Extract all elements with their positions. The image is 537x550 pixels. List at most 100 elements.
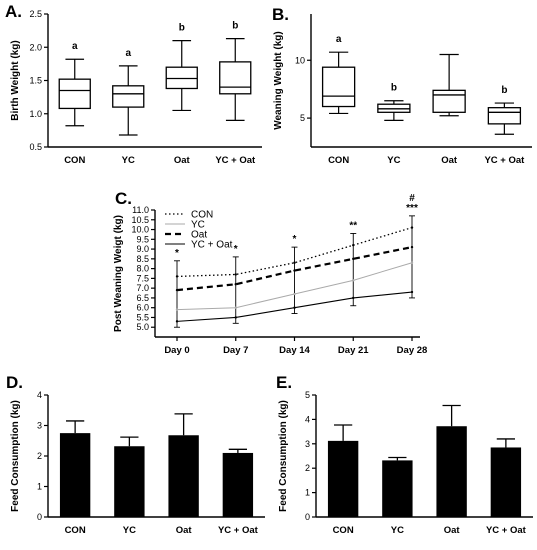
y-tick-label: 1.5 [29, 76, 42, 86]
significance-letter: b [391, 83, 397, 94]
significance-letter: a [125, 48, 131, 59]
y-axis-title: Weaning Weight (kg) [273, 31, 284, 130]
x-tick-label: CON [65, 525, 86, 536]
bar-yc [114, 446, 145, 517]
box-yc-oat [219, 61, 252, 95]
x-tick-label: Oat [174, 155, 191, 166]
box-con [321, 66, 356, 108]
legend-label: CON [191, 210, 213, 221]
data-point [410, 226, 414, 229]
legend-label: YC + Oat [191, 240, 233, 251]
x-tick-label: YC + Oat [484, 155, 525, 166]
birth-weight-chart: 0.5 1.0 1.5 2.0 2.5 Birth Weight (kg) CON a YC a O… [10, 9, 262, 166]
y-tick-label: 5 [300, 113, 305, 123]
data-point [410, 261, 414, 264]
box-yc [112, 85, 145, 108]
y-tick-label: 0.5 [29, 142, 42, 152]
legend-label: YC [191, 220, 205, 231]
x-tick-label: YC + Oat [218, 525, 259, 536]
significance-letter: b [179, 23, 185, 34]
y-tick-label: 7.5 [136, 273, 149, 283]
legend-label: Oat [191, 230, 207, 241]
x-tick-label: CON [328, 155, 349, 166]
x-tick-label: CON [64, 155, 85, 166]
y-tick-label: 11.0 [132, 205, 149, 215]
y-axis-title: Birth Weight (kg) [10, 40, 21, 120]
x-tick-label: YC [391, 525, 404, 536]
y-tick-label: 6.0 [136, 303, 149, 313]
significance-letter: b [501, 85, 507, 96]
y-tick-label: 0 [37, 512, 42, 522]
y-tick-label: 10 [295, 55, 305, 65]
x-tick-label: CON [333, 525, 354, 536]
data-point [234, 306, 237, 309]
data-point [293, 292, 296, 296]
x-tick-label: Oat [441, 155, 458, 166]
y-tick-label: 7.0 [136, 283, 149, 293]
significance-marker: * [293, 234, 297, 245]
significance-letter: b [232, 21, 238, 32]
box-con [58, 78, 91, 110]
data-point [293, 306, 296, 309]
y-tick-label: 1 [37, 482, 42, 492]
x-tick-label: Day 7 [223, 345, 248, 356]
y-tick-label: 9.0 [136, 244, 149, 254]
series-line-con [176, 226, 413, 278]
x-tick-label: YC + Oat [486, 525, 527, 536]
panel-letter-e: E. [276, 373, 292, 392]
x-tick-label: YC [123, 525, 136, 536]
y-tick-label: 4 [37, 390, 42, 400]
box-oat [165, 66, 198, 90]
data-point [175, 275, 179, 278]
data-point [175, 288, 179, 292]
y-tick-label: 10.0 [131, 225, 149, 235]
panel-letter-a: A. [5, 2, 22, 21]
y-axis-title: Feed Consumption (kg) [10, 400, 21, 512]
data-point [175, 308, 179, 311]
data-point [234, 283, 237, 286]
significance-letter: a [336, 34, 342, 45]
x-tick-label: Day 14 [279, 345, 310, 356]
x-tick-label: Oat [444, 525, 461, 536]
y-tick-label: 3 [37, 421, 42, 431]
y-tick-label: 5 [305, 390, 310, 400]
box-yc-oat [487, 107, 522, 125]
post-weaning-weight-chart: 5.05.56.06.57.07.58.08.59.09.510.010.511… [113, 193, 427, 356]
y-axis-title: Post Weaning Weigt (kg) [113, 215, 124, 332]
bar-oat [168, 435, 199, 517]
x-tick-label: Day 28 [397, 345, 428, 356]
x-tick-label: Day 21 [338, 345, 369, 356]
bar-con [59, 433, 91, 517]
significance-marker: # [409, 193, 415, 204]
bar-yc-oat [490, 447, 522, 517]
data-point [175, 320, 179, 323]
data-point [410, 290, 414, 294]
bar-yc-oat [222, 452, 254, 517]
y-tick-label: 8.0 [136, 264, 149, 274]
y-tick-label: 4 [305, 414, 310, 424]
data-point [410, 245, 414, 249]
y-tick-label: 0 [305, 512, 310, 522]
significance-marker: * [234, 244, 238, 255]
feed-consumption-chart-e: 0 1 2 3 4 5 Feed Consumption (kg) CON YC Oat YC + … [278, 390, 533, 536]
data-point [293, 269, 296, 272]
x-tick-label: YC + Oat [215, 155, 256, 166]
y-tick-label: 5.5 [136, 312, 149, 322]
x-tick-label: Oat [176, 525, 193, 536]
bar-oat [436, 426, 467, 517]
panel-letter-b: B. [272, 5, 289, 24]
y-tick-label: 2.0 [29, 42, 42, 52]
data-point [352, 296, 355, 300]
y-tick-label: 9.5 [136, 234, 149, 244]
feed-consumption-chart-d: 0 1 2 3 4 Feed Consumption (kg) CON YC Oat YC + O… [10, 390, 265, 536]
y-tick-label: 2 [37, 451, 42, 461]
data-point [293, 261, 296, 264]
y-tick-label: 6.5 [136, 293, 149, 303]
significance-marker: * [175, 248, 179, 259]
box-oat [432, 89, 466, 113]
significance-marker: ** [349, 220, 357, 231]
data-point [234, 273, 237, 276]
x-tick-label: Day 0 [164, 345, 189, 356]
y-tick-label: 1.0 [29, 109, 42, 119]
